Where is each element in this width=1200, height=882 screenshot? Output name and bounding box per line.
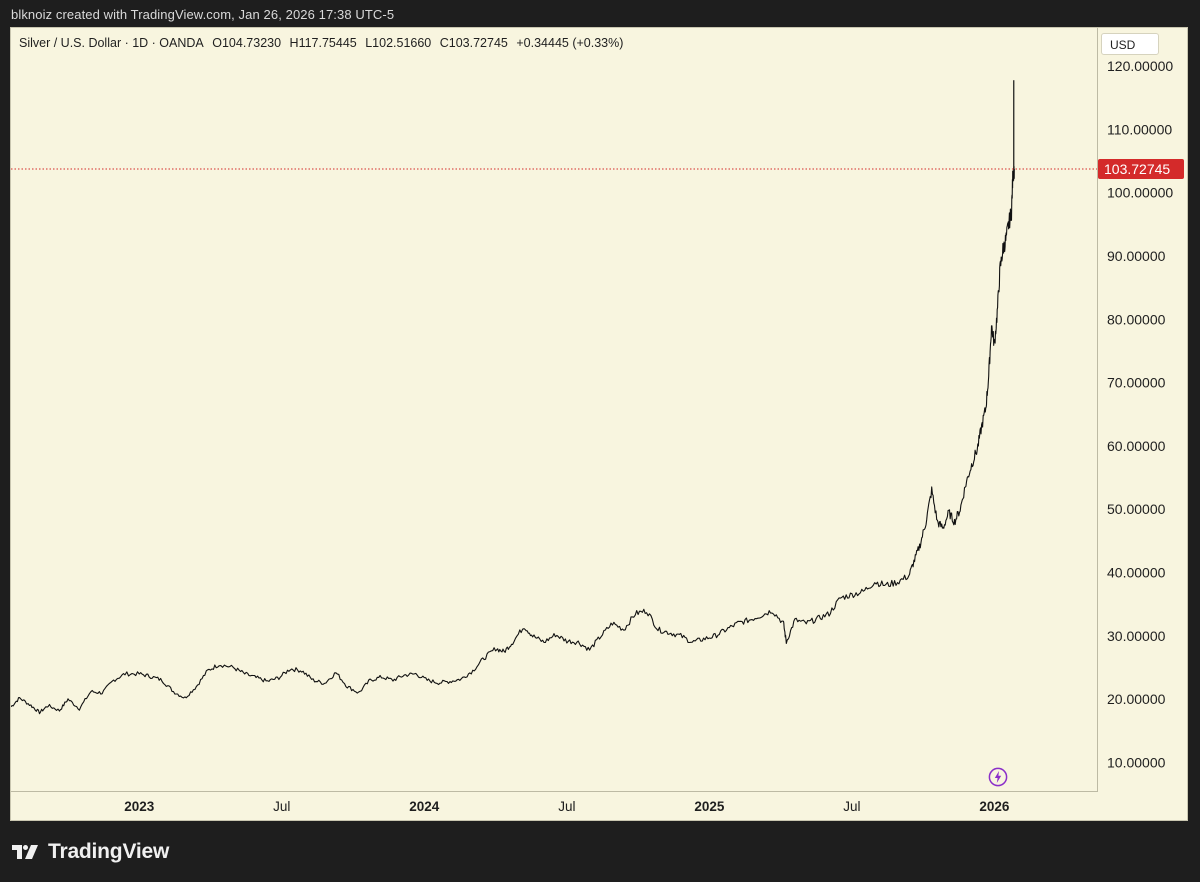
y-tick-label: 50.00000 xyxy=(1107,501,1166,517)
lightning-icon[interactable] xyxy=(988,767,1008,787)
brand-name: TradingView xyxy=(48,840,170,863)
y-tick-label: 40.00000 xyxy=(1107,565,1166,581)
x-tick-label: 2025 xyxy=(694,799,725,814)
legend-open: O104.73230 xyxy=(212,36,282,50)
y-tick-label: 20.00000 xyxy=(1107,691,1166,707)
x-tick-label: 2023 xyxy=(124,799,155,814)
y-tick-label: 10.00000 xyxy=(1107,755,1166,771)
symbol-legend: Silver / U.S. Dollar · 1D · OANDA O104.7… xyxy=(19,36,628,50)
chart-panel[interactable]: 120.00000 110.00000 100.00000 90.00000 80.00… xyxy=(10,27,1188,821)
x-tick-label: Jul xyxy=(558,799,575,814)
last-price-label: 103.72745 xyxy=(1104,161,1170,177)
y-tick-label: 80.00000 xyxy=(1107,311,1166,327)
y-tick-label: 60.00000 xyxy=(1107,438,1166,454)
y-tick-label: 120.00000 xyxy=(1107,58,1173,74)
last-price-marker xyxy=(1098,159,1184,180)
y-tick-label: 30.00000 xyxy=(1107,628,1166,644)
legend-low: L102.51660 xyxy=(365,36,432,50)
legend-symbol[interactable]: Silver / U.S. Dollar · 1D · OANDA xyxy=(19,36,204,50)
y-tick-label: 100.00000 xyxy=(1107,185,1173,201)
price-chart[interactable]: 120.00000 110.00000 100.00000 90.00000 80.00… xyxy=(11,28,1188,821)
y-tick-label: 110.00000 xyxy=(1107,121,1172,137)
x-tick-label: 2026 xyxy=(979,799,1010,814)
time-axis[interactable] xyxy=(11,791,1097,820)
legend-change: +0.34445 (+0.33%) xyxy=(516,36,624,50)
legend-close: C103.72745 xyxy=(439,36,508,50)
x-tick-label: Jul xyxy=(273,799,290,814)
chart-caption: blknoiz created with TradingView.com, Ja… xyxy=(11,7,395,22)
currency-button[interactable]: USD xyxy=(1101,33,1159,55)
price-series-line[interactable] xyxy=(11,166,1015,715)
x-tick-label: Jul xyxy=(843,799,860,814)
x-tick-label: 2024 xyxy=(409,799,440,814)
tradingview-logo-icon xyxy=(12,845,38,859)
y-tick-label: 70.00000 xyxy=(1107,375,1166,391)
price-axis[interactable] xyxy=(1097,28,1187,792)
legend-high: H117.75445 xyxy=(289,36,357,50)
y-tick-label: 90.00000 xyxy=(1107,248,1166,264)
tradingview-brand[interactable]: TradingView xyxy=(12,840,169,864)
